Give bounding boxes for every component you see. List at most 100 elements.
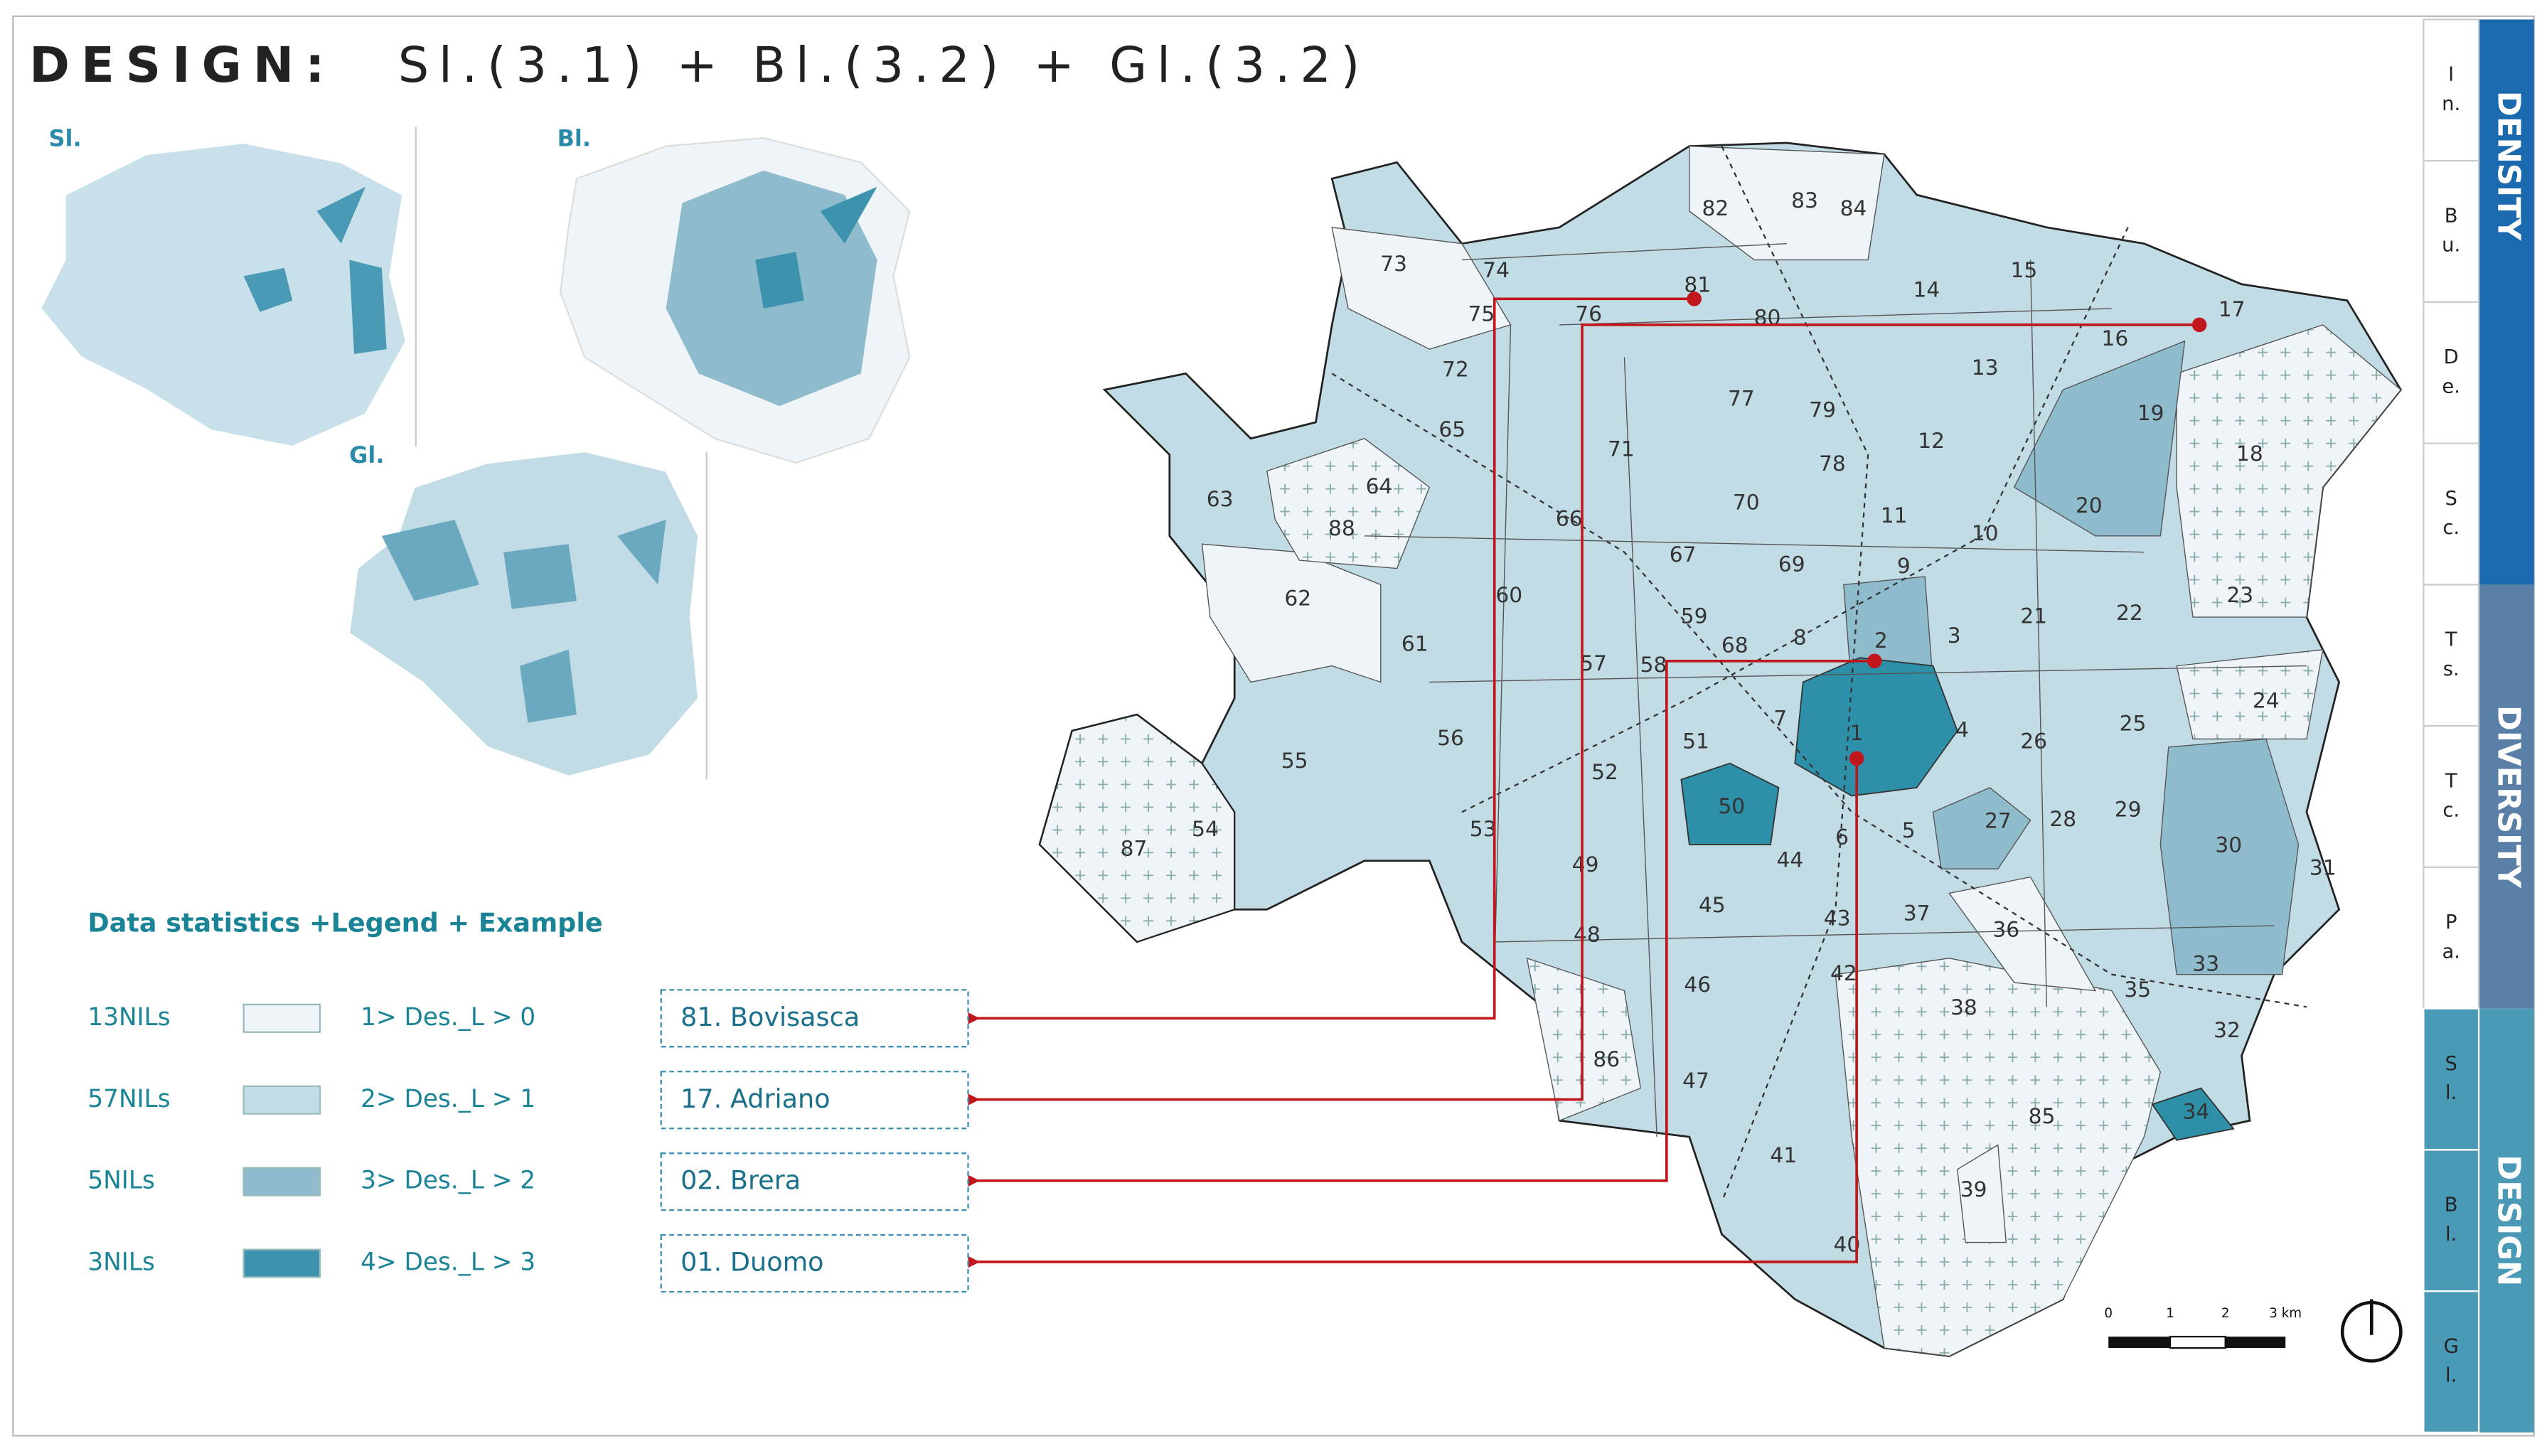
tab[interactable]	[2423, 584, 2480, 727]
nil-label: 72	[1442, 357, 1469, 382]
mini-map-bl: Bl.	[557, 124, 911, 464]
tab[interactable]	[2423, 725, 2480, 869]
nil-label: 60	[1495, 583, 1522, 608]
nil-label: 88	[1328, 516, 1355, 541]
tab[interactable]	[2423, 1007, 2480, 1151]
nil-label: 44	[1777, 847, 1804, 872]
nil-label: 69	[1778, 552, 1805, 577]
nil-label: 79	[1809, 397, 1836, 422]
nil-label: 52	[1591, 760, 1618, 785]
nil-label: 36	[1992, 917, 2019, 942]
nil-label: 42	[1830, 961, 1857, 986]
example-label: 01. Duomo	[680, 1247, 823, 1278]
nil-label: 87	[1121, 836, 1148, 861]
nil-label: 35	[2124, 978, 2151, 1002]
nil-label: 76	[1575, 302, 1602, 327]
tab-label: l.	[2445, 1082, 2457, 1104]
nil-label: 49	[1572, 852, 1599, 877]
tab[interactable]	[2423, 866, 2480, 1010]
group-band	[2479, 1008, 2534, 1433]
mini-map-gl: Gl.	[348, 441, 700, 778]
nil-label: 3	[1948, 623, 1961, 648]
group-label: DESIGN	[2490, 1155, 2526, 1286]
nil-label: 83	[1791, 188, 1818, 213]
nil-label: 16	[2101, 326, 2128, 351]
legend-swatch	[242, 1085, 321, 1115]
example-box	[660, 989, 969, 1048]
legend-swatch	[242, 1003, 321, 1033]
nil-label: 11	[1881, 503, 1908, 528]
sidebar: In. Bu. De. Sc. DENSITY Ts. Tc. Pa. DIVERSITY Sl.…	[2423, 18, 2534, 1434]
nil-label: 9	[1897, 554, 1911, 579]
group-label: DENSITY	[2490, 91, 2526, 241]
nil-label: 48	[1574, 922, 1601, 947]
nil-label: 13	[1972, 355, 1999, 380]
nil-label: 82	[1702, 196, 1729, 221]
tab-label: D	[2444, 346, 2459, 368]
nil-label: 15	[2011, 258, 2038, 283]
tab[interactable]	[2423, 160, 2480, 304]
example-box	[660, 1152, 969, 1211]
nil-label: 25	[2120, 711, 2147, 736]
tab-label: c.	[2442, 800, 2460, 822]
tab-label: c.	[2442, 517, 2460, 539]
nil-label: 56	[1437, 726, 1464, 751]
nil-label: 20	[2076, 493, 2103, 518]
nil-label: 26	[2020, 729, 2047, 754]
tab[interactable]	[2423, 442, 2480, 586]
tab-label: S	[2445, 1053, 2457, 1075]
nil-label: 31	[2310, 856, 2337, 881]
nil-label: 39	[1960, 1177, 1987, 1202]
mini-map-label: Gl.	[349, 441, 384, 469]
nil-label: 80	[1754, 305, 1781, 330]
nil-label: 43	[1824, 906, 1851, 931]
nil-label: 34	[2183, 1099, 2210, 1124]
nil-label: 6	[1835, 825, 1849, 850]
scale-label: 2	[2221, 1306, 2230, 1321]
nil-label: 14	[1913, 277, 1940, 302]
mini-map-sl: Sl.	[39, 124, 407, 448]
tab-label: l.	[2445, 1224, 2457, 1246]
tab[interactable]	[2423, 1149, 2480, 1292]
nil-label: 27	[1985, 808, 2012, 833]
tab-label: P	[2445, 911, 2457, 933]
nil-label: 73	[1380, 252, 1407, 277]
example-label: 81. Bovisasca	[680, 1002, 860, 1032]
nil-label: 62	[1284, 586, 1311, 611]
legend-count: 57NILs	[87, 1085, 170, 1113]
legend-range: 2> Des._L > 1	[361, 1085, 535, 1113]
legend-range: 3> Des._L > 2	[361, 1167, 535, 1195]
nil-label: 78	[1819, 451, 1846, 476]
nil-label: 86	[1593, 1047, 1620, 1072]
legend: 13NILs 1> Des._L > 0 57NILs 2> Des._L > 1 5N…	[87, 989, 969, 1293]
nil-label: 33	[2192, 951, 2219, 976]
tab[interactable]	[2423, 18, 2480, 162]
nil-label: 21	[2020, 604, 2047, 629]
tab[interactable]	[2423, 301, 2480, 444]
nil-label: 84	[1840, 196, 1867, 221]
nil-label: 58	[1640, 653, 1667, 678]
nil-label: 67	[1670, 542, 1697, 567]
legend-range: 1> Des._L > 0	[361, 1003, 535, 1032]
mini-map-label: Bl.	[557, 124, 591, 151]
nil-label: 41	[1770, 1143, 1797, 1168]
tab-label: a.	[2442, 941, 2460, 963]
title-lead: DESIGN:	[29, 37, 336, 94]
link-points	[1687, 291, 2207, 766]
nil-label: 54	[1192, 817, 1219, 842]
nil-label: 50	[1718, 794, 1745, 819]
nil-label: 38	[1950, 995, 1977, 1020]
nil-label: 64	[1366, 474, 1393, 499]
mini-map-label: Sl.	[49, 124, 82, 151]
nil-label: 37	[1903, 901, 1931, 926]
group-band	[2479, 19, 2534, 585]
tab[interactable]	[2423, 1290, 2480, 1434]
tab-label: T	[2445, 770, 2457, 792]
nil-label: 85	[2029, 1104, 2056, 1129]
tab-label: G	[2444, 1335, 2459, 1357]
tab-label: B	[2445, 1194, 2458, 1216]
nil-label: 23	[2226, 583, 2253, 608]
